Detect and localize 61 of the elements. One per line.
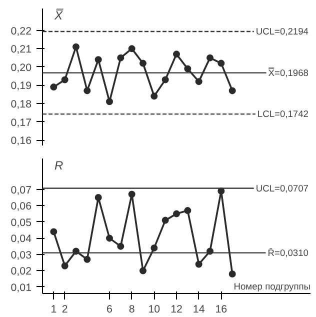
y-tick-label: 0,22 xyxy=(10,25,32,38)
point xyxy=(150,92,158,100)
x-tick-label: 8 xyxy=(128,304,135,316)
point xyxy=(94,56,102,64)
point xyxy=(206,54,214,62)
ref-line-label: R̄=0,0310 xyxy=(268,247,309,258)
y-tick-label: 0,01 xyxy=(10,282,32,294)
point xyxy=(162,76,169,84)
point xyxy=(50,84,58,91)
point xyxy=(106,234,113,242)
ref-line-label: UCL=0,2194 xyxy=(256,26,308,37)
x-tick-label: 1 xyxy=(50,304,57,316)
x-tick-label: 16 xyxy=(215,304,228,316)
point xyxy=(72,43,80,50)
y-tick-label: 0,20 xyxy=(10,62,32,74)
point xyxy=(61,76,68,84)
point xyxy=(117,242,124,250)
point xyxy=(128,45,136,52)
point xyxy=(84,87,91,94)
y-tick-label: 0,06 xyxy=(10,200,32,213)
y-tick-label: 0,21 xyxy=(10,44,32,56)
y-tick-label: 0,05 xyxy=(10,216,32,229)
y-tick-label: 0,03 xyxy=(10,249,32,262)
y-tick-label: 0,18 xyxy=(10,98,32,110)
point xyxy=(228,87,236,94)
y-axis-title: R xyxy=(54,158,64,172)
point xyxy=(218,60,225,67)
point xyxy=(195,78,202,86)
y-tick-label: 0,17 xyxy=(10,116,32,129)
point xyxy=(184,207,192,214)
point xyxy=(50,228,58,236)
y-tick-label: 0,16 xyxy=(10,135,32,148)
ref-line-label: UCL=0,0707 xyxy=(256,183,308,194)
point xyxy=(173,50,180,58)
point xyxy=(84,256,91,263)
point xyxy=(117,54,124,62)
y-tick-label: 0,07 xyxy=(10,184,32,196)
x-tick-label: 10 xyxy=(148,304,160,316)
ref-line-label: X̿=0,1968 xyxy=(268,66,309,78)
x-tick-label: 6 xyxy=(106,304,113,316)
point xyxy=(106,98,113,106)
x-tick-label: 14 xyxy=(192,304,205,316)
point xyxy=(184,65,192,72)
point xyxy=(195,260,202,268)
point xyxy=(150,244,158,252)
y-axis-title: X̿ xyxy=(54,8,64,22)
x-tick-label: 12 xyxy=(170,304,182,316)
y-tick-label: 0,02 xyxy=(10,266,32,278)
point xyxy=(228,270,236,278)
point xyxy=(173,210,180,218)
ref-line-label: LCL=0,1742 xyxy=(257,109,309,120)
x-axis-title: Номер подгруппы xyxy=(234,282,311,292)
y-tick-label: 0,04 xyxy=(10,233,32,246)
point xyxy=(128,190,136,198)
point xyxy=(140,60,146,67)
point xyxy=(94,194,102,202)
point xyxy=(61,262,68,270)
y-tick-label: 0,19 xyxy=(10,80,32,92)
x-tick-label: 2 xyxy=(62,304,68,316)
point xyxy=(162,216,169,224)
point xyxy=(140,267,146,274)
